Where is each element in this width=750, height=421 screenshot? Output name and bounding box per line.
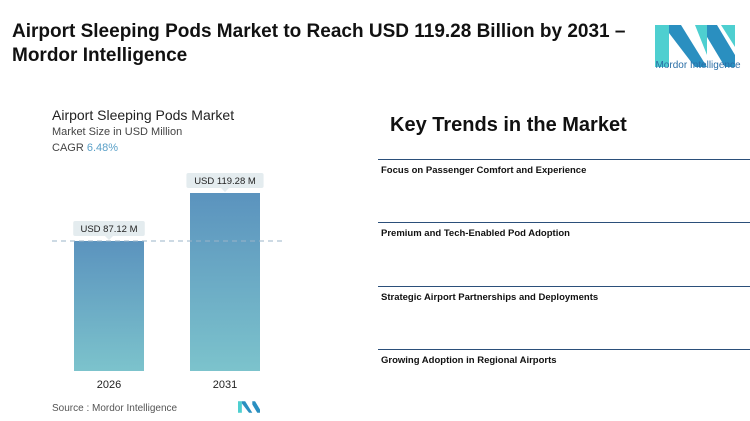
source: Source : Mordor Intelligence [52, 403, 178, 414]
data-label: USD 87.12 M [80, 224, 137, 235]
data-label-pointer [221, 188, 229, 192]
bar-chart: USD 87.12 M 2026 USD 119.28 M 2031 [52, 173, 285, 391]
chart-subtitle: Market Size in USD Million [52, 126, 183, 138]
x-tick-label: 2026 [97, 379, 121, 391]
logo-text: Mordor Intelligence [655, 60, 741, 71]
chart-title: Airport Sleeping Pods Market [52, 107, 235, 123]
x-tick-label: 2031 [213, 379, 237, 391]
trend-item: Premium and Tech-Enabled Pod Adoption [378, 222, 750, 239]
page-title: Airport Sleeping Pods Market to Reach US… [12, 21, 626, 66]
trend-item: Strategic Airport Partnerships and Deplo… [378, 286, 750, 303]
mordor-small-logo-icon [238, 401, 260, 413]
cagr-label: CAGR [52, 142, 84, 154]
bar-2031 [190, 193, 260, 371]
cagr: CAGR 6.48% [52, 142, 118, 154]
data-label: USD 119.28 M [194, 176, 256, 187]
key-trends-title: Key Trends in the Market [390, 114, 627, 136]
trend-label: Premium and Tech-Enabled Pod Adoption [381, 228, 570, 239]
bar-2026 [74, 240, 144, 371]
data-label-bg [73, 220, 145, 236]
cagr-value: 6.48% [86, 142, 119, 154]
mordor-logo-icon [655, 25, 735, 67]
data-label-pointer [105, 235, 113, 240]
trend-label: Focus on Passenger Comfort and Experienc… [381, 165, 587, 176]
trend-item: Focus on Passenger Comfort and Experienc… [378, 159, 750, 176]
trend-item: Growing Adoption in Regional Airports [378, 349, 750, 366]
trend-label: Growing Adoption in Regional Airports [381, 355, 557, 366]
trend-label: Strategic Airport Partnerships and Deplo… [381, 292, 599, 303]
data-label-bg [186, 173, 264, 188]
